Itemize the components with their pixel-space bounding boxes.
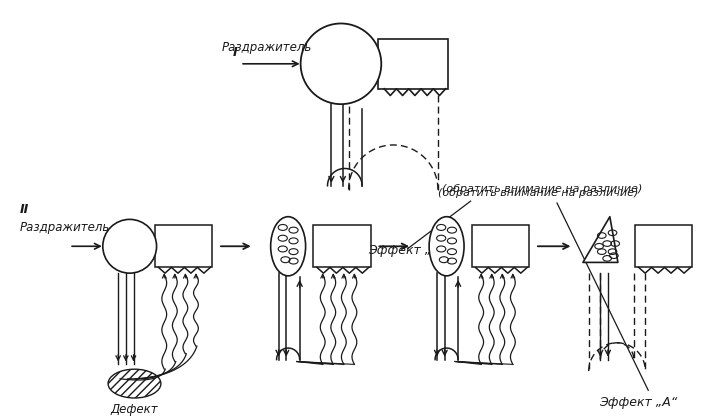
Circle shape [103, 219, 157, 273]
Text: Раздражитель: Раздражитель [222, 41, 312, 54]
Text: Эффект „А“: Эффект „А“ [368, 244, 447, 257]
Bar [379, 39, 448, 89]
Ellipse shape [271, 217, 306, 276]
Bar [154, 225, 213, 267]
Text: Дефект: Дефект [111, 403, 158, 416]
Polygon shape [583, 217, 618, 262]
Ellipse shape [429, 217, 464, 276]
Bar [635, 225, 692, 267]
Circle shape [301, 23, 381, 104]
Text: Эффект „А“: Эффект „А“ [600, 396, 678, 409]
Ellipse shape [108, 369, 161, 398]
Text: Раздражитель: Раздражитель [19, 221, 109, 234]
Bar [472, 225, 529, 267]
Text: I: I [233, 46, 237, 59]
Text: (обратить внимание на различие): (обратить внимание на различие) [438, 188, 638, 198]
Bar [313, 225, 371, 267]
Text: II: II [19, 203, 28, 216]
Text: (обратить внимание на различие): (обратить внимание на различие) [443, 183, 643, 193]
